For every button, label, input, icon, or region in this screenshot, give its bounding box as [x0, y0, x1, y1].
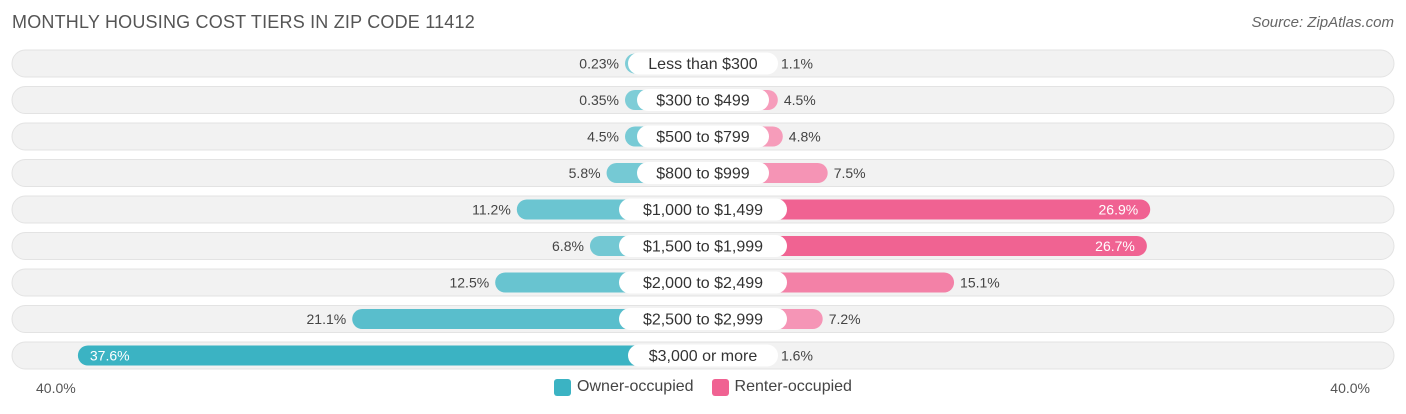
category-label: $1,500 to $1,999: [643, 239, 763, 256]
renter-value-label: 26.7%: [1095, 238, 1135, 254]
renter-value-label: 4.5%: [784, 92, 816, 108]
owner-value-label: 5.8%: [569, 165, 601, 181]
legend-swatch-renter: [711, 378, 729, 396]
legend-swatch-owner: [554, 378, 572, 396]
owner-value-label: 0.35%: [579, 92, 619, 108]
category-pill: [637, 162, 769, 184]
owner-bar: [77, 345, 703, 366]
category-pill: [628, 344, 778, 367]
legend-item-owner: Owner-occupied: [554, 378, 694, 396]
renter-value-label: 26.9%: [1099, 202, 1139, 218]
category-pill: [637, 89, 769, 111]
renter-bar: [703, 236, 1147, 256]
legend: Owner-occupied Renter-occupied: [0, 378, 1406, 396]
renter-value-label: 1.1%: [781, 56, 813, 72]
category-pill: [619, 235, 787, 257]
category-label: Less than $300: [648, 56, 758, 73]
category-pill: [619, 271, 787, 294]
renter-value-label: 1.6%: [781, 348, 813, 364]
owner-value-label: 4.5%: [587, 129, 619, 145]
owner-value-label: 0.23%: [579, 56, 619, 72]
owner-value-label: 12.5%: [449, 275, 489, 291]
category-pill: [637, 125, 769, 148]
category-label: $1,000 to $1,499: [643, 202, 763, 219]
legend-label-renter: Renter-occupied: [734, 378, 852, 395]
renter-value-label: 15.1%: [960, 275, 1000, 291]
category-label: $3,000 or more: [649, 348, 758, 365]
renter-value-label: 4.8%: [789, 129, 821, 145]
legend-item-renter: Renter-occupied: [711, 378, 852, 396]
legend-label-owner: Owner-occupied: [577, 378, 694, 395]
category-label: $800 to $999: [656, 166, 750, 183]
axis-left-label: 40.0%: [36, 380, 76, 396]
axis-right-label: 40.0%: [1330, 380, 1370, 396]
chart-title: MONTHLY HOUSING COST TIERS IN ZIP CODE 1…: [12, 12, 475, 32]
category-pill: [619, 308, 787, 330]
category-pill: [628, 52, 778, 75]
owner-value-label: 6.8%: [552, 238, 584, 254]
category-label: $2,000 to $2,499: [643, 275, 763, 292]
owner-value-label: 21.1%: [307, 311, 347, 327]
category-label: $2,500 to $2,999: [643, 312, 763, 329]
owner-value-label: 37.6%: [90, 348, 130, 364]
renter-bar: [703, 199, 1151, 220]
owner-value-label: 11.2%: [472, 202, 511, 218]
source-credit: Source: ZipAtlas.com: [1251, 14, 1394, 31]
category-label: $300 to $499: [656, 93, 750, 110]
category-label: $500 to $799: [656, 129, 750, 146]
renter-value-label: 7.2%: [829, 311, 861, 327]
diverging-bar-chart: 0.23% 1.1% Less than $300 0.35% 4.5% $300 to …: [11, 49, 1395, 370]
owner-bar: [352, 309, 703, 329]
category-pill: [619, 198, 787, 221]
renter-value-label: 7.5%: [834, 165, 866, 181]
